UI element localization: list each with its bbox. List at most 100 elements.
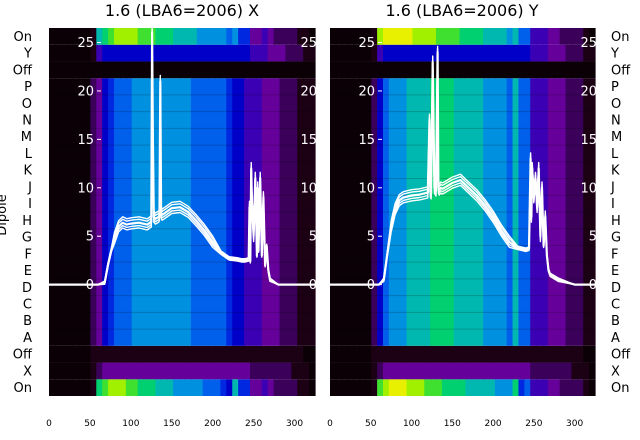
heatmap-cell [512, 44, 520, 62]
dipole-label-right: P [611, 80, 619, 95]
heatmap-cell [285, 362, 292, 380]
heatmap-cell [291, 78, 298, 346]
heatmap-cell [447, 78, 455, 346]
heatmap-cell [108, 28, 115, 45]
dipole-label-right: I [611, 197, 615, 212]
dipole-label-right: F [611, 247, 618, 262]
heatmap-cell [267, 345, 275, 363]
heatmap-cell [518, 44, 525, 62]
heatmap-cell [365, 345, 372, 363]
heatmap-cell [179, 61, 186, 79]
heatmap-cell [577, 78, 584, 346]
heatmap-cell [412, 362, 419, 380]
heatmap-cell [78, 28, 86, 45]
heatmap-cell [137, 78, 145, 346]
heatmap-cell [285, 345, 292, 363]
x-tick-label: 0 [327, 419, 333, 429]
heatmap-cell [353, 78, 361, 346]
heatmap-cell [489, 44, 496, 62]
heatmap-cell [66, 44, 74, 62]
heatmap-cell [273, 28, 281, 45]
heatmap-cell [255, 362, 263, 380]
heatmap-cell [359, 379, 366, 396]
heatmap-cell [291, 61, 298, 79]
heatmap-cell [84, 61, 91, 79]
heatmap-cell [512, 379, 520, 396]
heatmap-cell [577, 28, 584, 45]
heatmap-cell [459, 61, 467, 79]
heatmap-cell [400, 362, 408, 380]
heatmap-cell [465, 28, 472, 45]
heatmap-cell [60, 44, 68, 62]
heatmap-cell [131, 61, 139, 79]
heatmap-cell [377, 345, 384, 363]
heatmap-cell [273, 362, 281, 380]
heatmap-cell [208, 345, 216, 363]
heatmap-cell [196, 379, 204, 396]
heatmap-cell [131, 78, 139, 346]
heatmap-cell [90, 345, 97, 363]
heatmap-cell [335, 362, 343, 380]
heatmap-cell [518, 61, 525, 79]
heatmap-cell [477, 44, 484, 62]
heatmap-cell [137, 61, 145, 79]
dipole-label-right: D [611, 281, 621, 296]
heatmap-cell [285, 44, 292, 62]
x-tick-label: 150 [444, 419, 461, 429]
heatmap-cell [465, 379, 472, 396]
heatmap-cell [365, 28, 372, 45]
heatmap-cell [273, 379, 281, 396]
heatmap-cell [430, 345, 437, 363]
heatmap-cell [161, 44, 168, 62]
heatmap-cell [565, 345, 573, 363]
heatmap-cell [571, 61, 578, 79]
heatmap-cell [119, 28, 127, 45]
heatmap-cell [406, 28, 414, 45]
heatmap-cell [447, 362, 455, 380]
heatmap-cell [383, 379, 390, 396]
heatmap-cell [244, 61, 251, 79]
heatmap-cell [441, 61, 449, 79]
heatmap-cell [483, 362, 490, 380]
heatmap-cell [119, 78, 127, 346]
heatmap-cell [125, 78, 133, 346]
heatmap-cell [412, 345, 419, 363]
heatmap-cell [589, 362, 596, 380]
heatmap-cell [335, 345, 343, 363]
heatmap-cell [78, 44, 86, 62]
heatmap-cell [341, 28, 349, 45]
heatmap-cell [309, 44, 316, 62]
heatmap-cell [226, 28, 233, 45]
heatmap-cell [102, 362, 109, 380]
heatmap-cell [471, 28, 478, 45]
heatmap-cell [190, 44, 198, 62]
dipole-label-left: F [25, 247, 32, 262]
heatmap-cell [547, 61, 555, 79]
heatmap-cell [226, 44, 233, 62]
heatmap-cell [341, 362, 349, 380]
heatmap-cell [394, 362, 402, 380]
heatmap-cell [412, 28, 419, 45]
heatmap-cell [565, 28, 573, 45]
heatmap-cell [279, 44, 287, 62]
heatmap-cell [459, 78, 467, 346]
heatmap-cell [285, 61, 292, 79]
heatmap-cell [261, 379, 269, 396]
heatmap-cell [383, 78, 390, 346]
heatmap-cell [196, 362, 204, 380]
heatmap-cell [388, 379, 396, 396]
heatmap-cell [353, 44, 361, 62]
heatmap-cell [494, 44, 502, 62]
heatmap-cell [149, 362, 156, 380]
heatmap-cell [335, 78, 343, 346]
heatmap-cell [267, 379, 275, 396]
heatmap-cell [161, 61, 168, 79]
heatmap-cell [173, 78, 180, 346]
heatmap-cell [471, 44, 478, 62]
heatmap-cell [406, 345, 414, 363]
dipole-label-right: K [611, 164, 620, 179]
heatmap-cell [102, 379, 109, 396]
heatmap-cell [238, 379, 245, 396]
y-tick-label-right: 15 [580, 133, 597, 148]
